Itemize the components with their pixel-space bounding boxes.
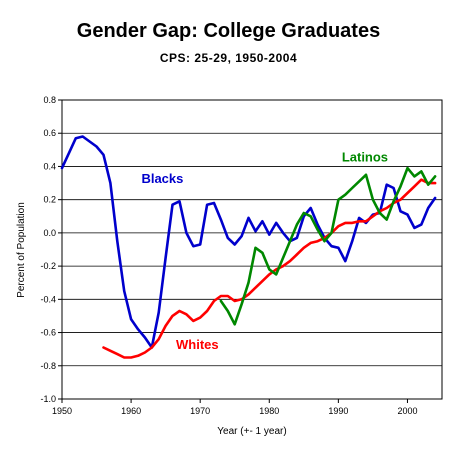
y-tick-label: -0.2 — [40, 261, 56, 271]
y-tick-label: -1.0 — [40, 394, 56, 404]
chart-title: Gender Gap: College Graduates — [76, 20, 381, 42]
y-tick-label: 0.8 — [43, 95, 56, 105]
x-axis-ticks: 1950 1960 1970 1980 1990 2000 — [52, 399, 417, 416]
y-tick-label: 0.4 — [43, 161, 56, 171]
x-tick-label: 1980 — [259, 406, 279, 416]
y-tick-label: 0.0 — [43, 228, 56, 238]
series-line-blacks — [60, 135, 437, 349]
x-axis-label: Year (+- 1 year) — [217, 426, 286, 437]
x-tick-label: 1990 — [328, 406, 348, 416]
series-line-latinos — [219, 166, 437, 326]
chart-subtitle: CPS: 25-29, 1950-2004 — [159, 51, 298, 65]
y-axis-ticks: -1.0 -0.8 -0.6 -0.4 -0.2 0.0 0.2 0.4 0.6 0.8 — [40, 95, 62, 404]
x-tick-label: 1950 — [52, 406, 72, 416]
y-axis-label: Percent of Population — [16, 202, 27, 298]
y-tick-label: 0.2 — [43, 195, 56, 205]
x-tick-label: 1960 — [121, 406, 141, 416]
plot-area — [61, 99, 443, 400]
series-label-latinos: Latinos — [342, 149, 388, 164]
y-tick-label: -0.4 — [40, 294, 56, 304]
series-label-blacks: Blacks — [141, 171, 183, 186]
series-labels: Blacks Whites Latinos — [141, 149, 388, 352]
x-tick-label: 2000 — [397, 406, 417, 416]
y-tick-label: 0.6 — [43, 128, 56, 138]
y-tick-label: -0.8 — [40, 361, 56, 371]
series-lines — [60, 135, 437, 359]
series-label-whites: Whites — [176, 337, 219, 352]
y-tick-label: -0.6 — [40, 328, 56, 338]
x-tick-label: 1970 — [190, 406, 210, 416]
